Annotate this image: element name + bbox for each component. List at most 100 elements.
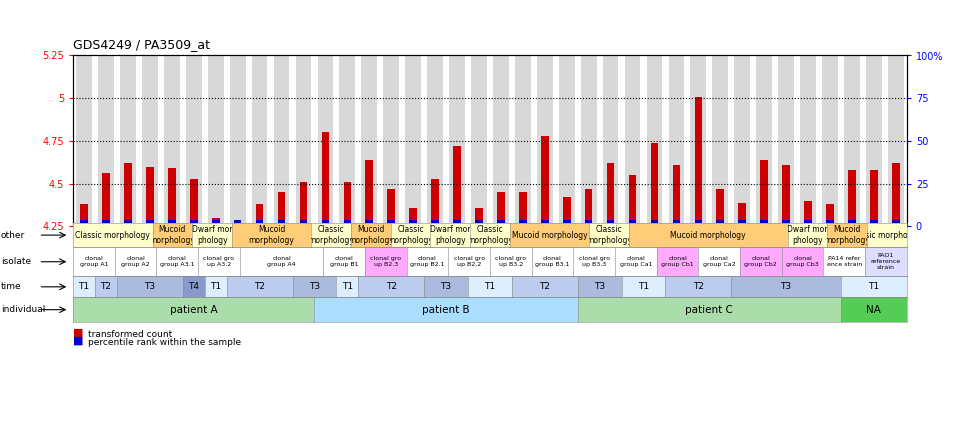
Text: Mucoid
morphology: Mucoid morphology <box>149 226 195 245</box>
Text: time: time <box>1 282 21 291</box>
Bar <box>120 56 136 226</box>
Bar <box>190 178 198 226</box>
Bar <box>98 56 114 226</box>
Bar <box>471 56 487 226</box>
Bar <box>563 198 570 226</box>
Text: Classic
morphology: Classic morphology <box>388 226 434 245</box>
Bar <box>717 189 724 226</box>
Text: T2: T2 <box>100 282 111 291</box>
Text: T2: T2 <box>254 282 265 291</box>
Text: isolate: isolate <box>1 257 31 266</box>
Bar <box>427 56 443 226</box>
Bar <box>782 220 790 223</box>
Text: clonal
group A3.1: clonal group A3.1 <box>160 256 195 267</box>
Text: Dwarf mor
phology: Dwarf mor phology <box>787 226 828 245</box>
Text: patient C: patient C <box>685 305 733 315</box>
Bar <box>80 220 88 223</box>
Text: Classic morphology: Classic morphology <box>75 230 150 240</box>
Text: individual: individual <box>1 305 46 314</box>
Bar <box>497 220 505 223</box>
Bar <box>826 204 834 226</box>
Bar <box>800 56 816 226</box>
Bar <box>650 143 658 226</box>
Bar <box>234 221 242 226</box>
Text: GDS4249 / PA3509_at: GDS4249 / PA3509_at <box>73 38 211 51</box>
Bar <box>212 220 219 223</box>
Text: T1: T1 <box>869 282 879 291</box>
Bar <box>738 220 746 223</box>
Text: T2: T2 <box>693 282 704 291</box>
Bar <box>410 208 417 226</box>
Text: ■: ■ <box>73 328 84 338</box>
Bar <box>694 96 702 226</box>
Text: T1: T1 <box>211 282 221 291</box>
Text: patient B: patient B <box>422 305 470 315</box>
Text: T2: T2 <box>539 282 550 291</box>
Bar <box>278 192 286 226</box>
Bar <box>339 56 355 226</box>
Text: PA14 refer
ence strain: PA14 refer ence strain <box>827 256 862 267</box>
Bar <box>146 220 154 223</box>
Text: patient A: patient A <box>170 305 217 315</box>
Text: T3: T3 <box>144 282 155 291</box>
Text: clonal
group B2.1: clonal group B2.1 <box>410 256 445 267</box>
Bar <box>713 56 728 226</box>
Text: Classic
morphology: Classic morphology <box>586 226 632 245</box>
Bar <box>102 174 110 226</box>
Bar <box>299 220 307 223</box>
Bar <box>475 208 483 226</box>
Bar <box>629 175 637 226</box>
Text: clonal gro
up B2.3: clonal gro up B2.3 <box>370 256 402 267</box>
Bar <box>255 204 263 226</box>
Bar <box>673 220 681 223</box>
Bar <box>164 56 179 226</box>
Text: Mucoid
morphology: Mucoid morphology <box>824 226 870 245</box>
Bar <box>804 201 812 226</box>
Bar <box>778 56 794 226</box>
Bar <box>738 202 746 226</box>
Bar <box>870 170 878 226</box>
Bar <box>387 189 395 226</box>
Bar <box>822 56 838 226</box>
Bar <box>694 220 702 223</box>
Bar <box>848 220 856 223</box>
Text: NA: NA <box>867 305 881 315</box>
Text: clonal gro
up A3.2: clonal gro up A3.2 <box>204 256 235 267</box>
Text: T1: T1 <box>342 282 353 291</box>
Bar <box>892 163 900 226</box>
Text: Mucoid morphology: Mucoid morphology <box>512 230 587 240</box>
Bar <box>124 163 132 226</box>
Bar <box>585 220 593 223</box>
Bar <box>892 220 900 223</box>
Text: Mucoid
morphology: Mucoid morphology <box>249 226 294 245</box>
Text: clonal
group Ca1: clonal group Ca1 <box>619 256 652 267</box>
Bar <box>629 220 637 223</box>
Text: clonal
group Cb1: clonal group Cb1 <box>661 256 694 267</box>
Bar <box>760 220 768 223</box>
Bar <box>387 220 395 223</box>
Bar <box>208 56 223 226</box>
Bar <box>625 56 641 226</box>
Text: clonal
group Ca2: clonal group Ca2 <box>703 256 735 267</box>
Bar <box>848 170 856 226</box>
Bar <box>383 56 399 226</box>
Text: Classic
morphology: Classic morphology <box>308 226 354 245</box>
Bar <box>493 56 509 226</box>
Text: T3: T3 <box>309 282 320 291</box>
Bar <box>757 56 772 226</box>
Bar <box>168 168 176 226</box>
Text: clonal gro
up B3.3: clonal gro up B3.3 <box>578 256 609 267</box>
Text: ■: ■ <box>73 336 84 346</box>
Bar <box>278 220 286 223</box>
Text: PAO1
reference
strain: PAO1 reference strain <box>871 254 901 270</box>
Text: clonal
group A4: clonal group A4 <box>267 256 295 267</box>
Text: Classic
morphology: Classic morphology <box>467 226 513 245</box>
Text: T1: T1 <box>485 282 495 291</box>
Bar <box>124 220 132 223</box>
Bar <box>453 220 461 223</box>
Bar <box>581 56 597 226</box>
Bar <box>782 165 790 226</box>
Bar <box>274 56 290 226</box>
Text: clonal
group A1: clonal group A1 <box>80 256 108 267</box>
Bar <box>519 192 526 226</box>
